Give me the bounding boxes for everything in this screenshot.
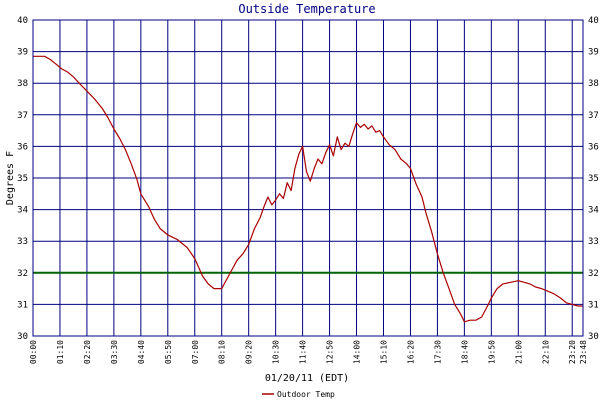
y-tick-label-right: 30 [588, 332, 599, 342]
x-tick-label: 00:00 [29, 340, 38, 364]
y-tick-label: 38 [17, 79, 28, 89]
y-tick-label-right: 33 [588, 237, 599, 247]
x-tick-label: 11:40 [299, 340, 308, 364]
x-tick-labels: 00:00 01:10 02:20 03:30 04:40 05:50 07:00 08:10… [29, 340, 588, 364]
x-tick-label: 16:20 [406, 340, 415, 364]
x-tick-label: 21:00 [514, 340, 523, 364]
plot-frame [32, 19, 584, 337]
x-tick-label: 18:40 [460, 340, 469, 364]
y-tick-label: 31 [17, 300, 28, 310]
y-tick-label: 39 [17, 48, 28, 58]
x-tick-label: 19:50 [487, 340, 496, 364]
x-tick-label: 01:10 [56, 340, 65, 364]
y-tick-label-right: 37 [588, 111, 599, 121]
y-tick-labels-right: 30 31 32 33 34 35 36 37 38 39 40 [588, 16, 599, 342]
legend: Outdoor Temp [262, 390, 335, 399]
y-tick-label: 36 [17, 142, 28, 152]
x-tick-label: 17:30 [433, 340, 442, 364]
y-tick-label: 40 [17, 16, 28, 26]
x-tick-label: 08:10 [218, 340, 227, 364]
y-tick-label: 35 [17, 174, 28, 184]
grid [33, 20, 583, 336]
series-line-outdoor-temp [33, 55, 583, 323]
y-tick-label: 30 [17, 332, 28, 342]
x-tick-label: 04:40 [137, 340, 146, 364]
y-tick-label: 37 [17, 111, 28, 121]
x-tick-label: 05:50 [164, 340, 173, 364]
y-tick-label-right: 34 [588, 206, 599, 216]
y-tick-label: 32 [17, 269, 28, 279]
x-tick-label: 23:20 [568, 340, 577, 364]
y-tick-label-right: 38 [588, 79, 599, 89]
x-tick-label: 02:20 [83, 340, 92, 364]
x-tick-label: 03:30 [110, 340, 119, 364]
legend-label: Outdoor Temp [277, 390, 335, 399]
x-tick-label: 23:48 [579, 340, 588, 364]
y-tick-label-right: 40 [588, 16, 599, 26]
series-group [33, 55, 583, 323]
x-tick-label: 22:10 [541, 340, 550, 364]
x-tick-label: 14:00 [353, 340, 362, 364]
y-tick-label: 33 [17, 237, 28, 247]
y-tick-label-right: 31 [588, 300, 599, 310]
x-tick-label: 07:00 [191, 340, 200, 364]
y-tick-label-right: 32 [588, 269, 599, 279]
y-tick-label: 34 [17, 206, 28, 216]
y-tick-labels-left: 30 31 32 33 34 35 36 37 38 39 40 [17, 16, 28, 342]
y-tick-label-right: 35 [588, 174, 599, 184]
y-axis-label: Degrees F [5, 151, 16, 205]
x-tick-label: 12:50 [326, 340, 335, 364]
chart-title: Outside Temperature [238, 2, 375, 16]
x-tick-label: 09:20 [245, 340, 254, 364]
y-tick-label-right: 39 [588, 48, 599, 58]
y-tick-label-right: 36 [588, 142, 599, 152]
x-tick-label: 10:30 [272, 340, 281, 364]
x-axis-label: 01/20/11 (EDT) [265, 373, 349, 384]
x-tick-label: 15:10 [379, 340, 388, 364]
